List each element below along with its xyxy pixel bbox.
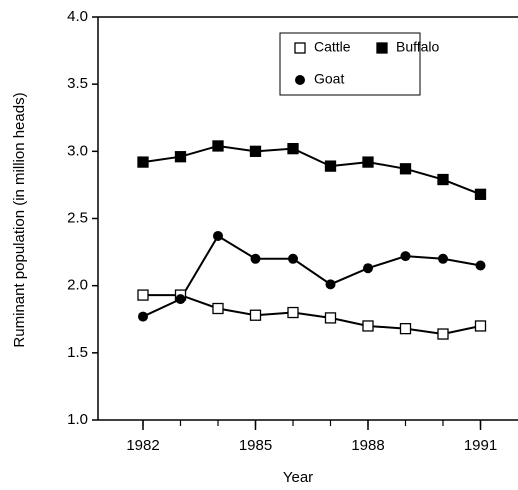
y-axis-label: Ruminant population (in million heads) <box>11 92 28 347</box>
y-tick-label: 4.0 <box>67 8 88 25</box>
data-point <box>250 253 261 264</box>
data-point <box>400 251 411 262</box>
x-tick-label: 1988 <box>351 437 384 454</box>
legend-marker <box>295 75 305 85</box>
data-point <box>324 312 337 324</box>
data-point <box>324 160 337 172</box>
legend-label: Cattle <box>314 39 351 55</box>
data-point <box>399 323 412 335</box>
y-tick-label: 1.5 <box>67 344 88 361</box>
x-tick-label: 1985 <box>239 437 272 454</box>
data-point <box>474 320 487 332</box>
legend-marker <box>294 42 306 54</box>
data-point <box>212 302 224 315</box>
y-tick-label: 2.5 <box>67 209 88 226</box>
legend-marker <box>376 42 388 54</box>
data-point <box>399 163 412 175</box>
data-point <box>362 156 374 168</box>
data-point <box>475 260 486 271</box>
data-point <box>438 253 448 264</box>
data-point <box>325 279 336 290</box>
series-line <box>143 294 481 336</box>
x-tick-label: 1982 <box>126 437 159 454</box>
y-tick-label: 3.0 <box>67 142 88 159</box>
data-point <box>362 320 374 332</box>
data-point <box>287 142 299 155</box>
series-line <box>142 234 481 318</box>
legend-label: Goat <box>314 71 344 87</box>
data-point <box>437 173 449 186</box>
data-point <box>287 306 299 319</box>
x-axis-label: Year <box>283 469 313 486</box>
data-point <box>437 328 449 340</box>
data-point <box>474 188 487 200</box>
y-tick-label: 3.5 <box>67 75 88 92</box>
data-point <box>213 230 223 241</box>
data-point <box>212 140 224 152</box>
data-point <box>174 151 187 163</box>
legend-label: Buffalo <box>396 39 440 55</box>
data-point <box>138 311 148 322</box>
data-point <box>249 309 262 321</box>
data-point <box>137 156 149 168</box>
series-line <box>142 144 481 196</box>
data-point <box>363 263 373 274</box>
data-point <box>249 145 262 157</box>
y-tick-label: 1.0 <box>67 411 88 428</box>
data-point <box>175 294 186 305</box>
y-tick-label: 2.0 <box>67 277 88 294</box>
data-point <box>288 253 298 264</box>
data-point <box>137 289 149 301</box>
x-tick-label: 1991 <box>464 437 497 454</box>
